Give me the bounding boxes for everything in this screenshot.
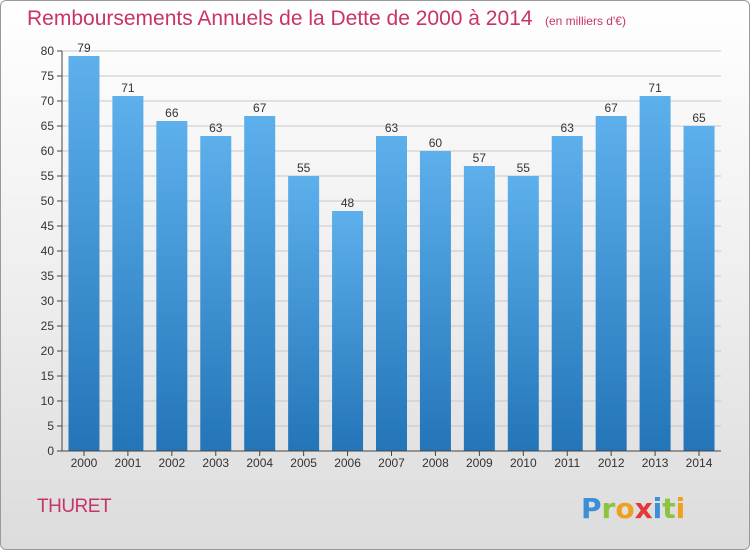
bar — [419, 151, 451, 451]
bars — [68, 56, 715, 451]
data-label: 71 — [648, 81, 662, 95]
x-tick-label: 2000 — [71, 456, 98, 470]
chart-unit: (en milliers d'€) — [544, 14, 626, 28]
bar — [112, 96, 144, 451]
bar — [332, 211, 364, 451]
data-label: 66 — [165, 106, 179, 120]
y-tick-label: 55 — [41, 169, 55, 183]
y-tick-label: 15 — [41, 369, 55, 383]
data-label: 63 — [561, 121, 575, 135]
bar — [639, 96, 671, 451]
y-tick-label: 80 — [41, 44, 55, 58]
data-label: 65 — [692, 111, 706, 125]
bar — [463, 166, 495, 451]
data-label: 79 — [77, 41, 91, 55]
svg-text:Proxiti: Proxiti — [581, 492, 685, 525]
y-tick-label: 70 — [41, 94, 55, 108]
y-tick-label: 30 — [41, 294, 55, 308]
bar — [156, 121, 188, 451]
data-label: 60 — [429, 136, 443, 150]
x-tick-label: 2010 — [510, 456, 537, 470]
bar — [288, 176, 320, 451]
y-tick-label: 10 — [41, 394, 55, 408]
y-tick-label: 65 — [41, 119, 55, 133]
y-tick-label: 50 — [41, 194, 55, 208]
x-tick-label: 2007 — [378, 456, 405, 470]
commune-name: THURET — [37, 496, 112, 517]
x-tick-label: 2002 — [158, 456, 185, 470]
bar — [244, 116, 276, 451]
y-tick-label: 35 — [41, 269, 55, 283]
bar — [683, 126, 715, 451]
x-tick-label: 2004 — [246, 456, 273, 470]
data-label: 48 — [341, 196, 355, 210]
x-tick-label: 2003 — [202, 456, 229, 470]
x-tick-label: 2013 — [642, 456, 669, 470]
labels: 0 5 10 15 20 25 30 35 40 45 50 55 60 65 70 75 80 79 2000 71… — [41, 41, 713, 470]
data-label: 55 — [517, 161, 531, 175]
y-tick-label: 60 — [41, 144, 55, 158]
bar — [551, 136, 583, 451]
y-tick-label: 40 — [41, 244, 55, 258]
title-row: Remboursements Annuels de la Dette de 20… — [27, 7, 626, 31]
data-label: 57 — [473, 151, 487, 165]
y-tick-label: 45 — [41, 219, 55, 233]
bar — [68, 56, 100, 451]
y-tick-label: 0 — [47, 444, 54, 458]
chart-title: Remboursements Annuels de la Dette de 20… — [27, 7, 533, 30]
x-tick-label: 2011 — [554, 456, 580, 470]
y-tick-label: 5 — [47, 419, 54, 433]
proxiti-logo: Proxiti — [581, 492, 685, 525]
y-tick-label: 75 — [41, 69, 55, 83]
x-tick-label: 2009 — [466, 456, 493, 470]
data-label: 63 — [385, 121, 399, 135]
data-label: 71 — [121, 81, 135, 95]
x-tick-label: 2005 — [290, 456, 317, 470]
data-label: 67 — [253, 101, 267, 115]
data-label: 55 — [297, 161, 311, 175]
data-label: 63 — [209, 121, 223, 135]
x-tick-label: 2001 — [115, 456, 142, 470]
x-tick-label: 2012 — [598, 456, 625, 470]
bar — [507, 176, 539, 451]
bar — [376, 136, 407, 451]
axes — [57, 50, 721, 456]
bar — [595, 116, 627, 451]
y-tick-label: 25 — [41, 319, 55, 333]
y-tick-label: 20 — [41, 344, 55, 358]
x-tick-label: 2008 — [422, 456, 449, 470]
x-tick-label: 2006 — [334, 456, 361, 470]
bar — [200, 136, 232, 451]
data-label: 67 — [604, 101, 618, 115]
x-tick-label: 2014 — [686, 456, 713, 470]
